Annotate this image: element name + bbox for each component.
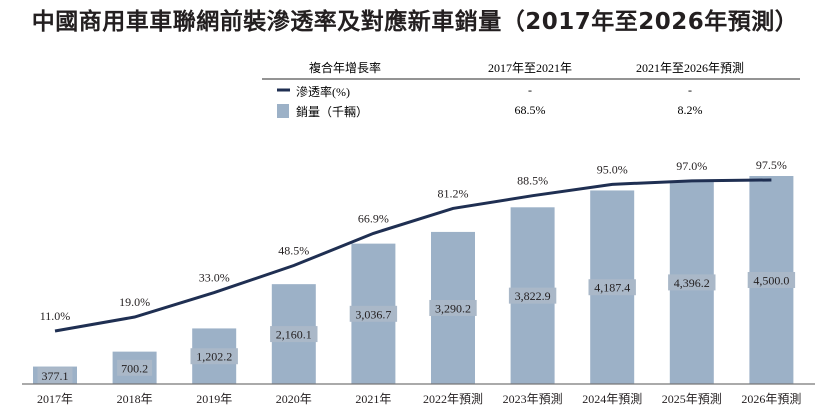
x-tick-label: 2023年預測 <box>503 392 563 406</box>
line-value-label: 88.5% <box>517 174 548 188</box>
x-tick-label: 2018年 <box>117 392 153 406</box>
cagr-table: 複合年增長率 2017年至2021年 2021年至2026年預測 滲透率(%) … <box>262 60 800 119</box>
bar-value-label: 4,396.2 <box>674 276 710 290</box>
line-value-label: 97.0% <box>676 159 707 173</box>
legend-bar-swatch <box>277 104 289 118</box>
line-value-label: 95.0% <box>597 162 628 176</box>
table-line-col1: - <box>528 83 532 97</box>
line-value-label: 81.2% <box>438 186 469 200</box>
bar-value-label: 3,822.9 <box>515 289 551 303</box>
table-header-col1: 2017年至2021年 <box>488 61 572 75</box>
table-header-label: 複合年增長率 <box>309 60 381 75</box>
bar-value-label: 2,160.1 <box>276 328 312 342</box>
bar-label-bg <box>190 348 238 365</box>
line-value-label: 97.5% <box>756 158 787 172</box>
line-value-label: 48.5% <box>278 244 309 258</box>
bar-value-label: 4,500.0 <box>753 274 789 288</box>
line-value-label: 11.0% <box>40 309 71 323</box>
bar-value-label: 1,202.2 <box>196 350 232 364</box>
bar-label-bg <box>508 287 557 304</box>
bar-label-bg <box>668 274 716 291</box>
bar-label-bg <box>270 326 318 343</box>
table-line-col2: - <box>688 83 692 97</box>
x-tick-label: 2021年 <box>355 392 391 406</box>
bar-label-bg <box>117 359 153 376</box>
x-tick-label: 2017年 <box>37 392 73 406</box>
line-value-label: 66.9% <box>358 211 389 225</box>
legend-bar-label: 銷量（千輛） <box>296 104 368 119</box>
bar-value-label: 4,187.4 <box>594 281 630 295</box>
x-tick-label: 2022年預測 <box>423 392 483 406</box>
table-header-col2: 2021年至2026年預測 <box>636 61 744 75</box>
bar-value-label: 377.1 <box>42 369 69 383</box>
bar-label-bg <box>747 272 796 288</box>
bar-label-bg <box>429 299 477 316</box>
bar-label-bg <box>37 367 73 384</box>
penetration-line <box>54 178 772 333</box>
table-bar-col2: 8.2% <box>678 103 703 117</box>
legend-line-label: 滲透率(%) <box>296 84 350 99</box>
x-tick-label: 2020年 <box>276 392 312 406</box>
x-tick-label: 2024年預測 <box>582 392 642 406</box>
x-tick-label: 2026年預測 <box>741 392 801 406</box>
line-value-label: 19.0% <box>119 295 150 309</box>
x-tick-label: 2025年預測 <box>662 392 722 406</box>
bar-label-bg <box>349 305 398 322</box>
line-value-label: 33.0% <box>199 271 230 285</box>
table-bar-col1: 68.5% <box>515 103 546 117</box>
bar-label-bg <box>588 279 636 296</box>
x-tick-label: 2019年 <box>196 392 232 406</box>
bar-value-label: 700.2 <box>121 361 148 375</box>
chart-title: 中國商用車車聯網前裝滲透率及對應新車銷量（2017年至2026年預測） <box>31 9 799 35</box>
bar-value-label: 3,290.2 <box>435 301 471 315</box>
bar-value-label: 3,036.7 <box>355 307 391 321</box>
